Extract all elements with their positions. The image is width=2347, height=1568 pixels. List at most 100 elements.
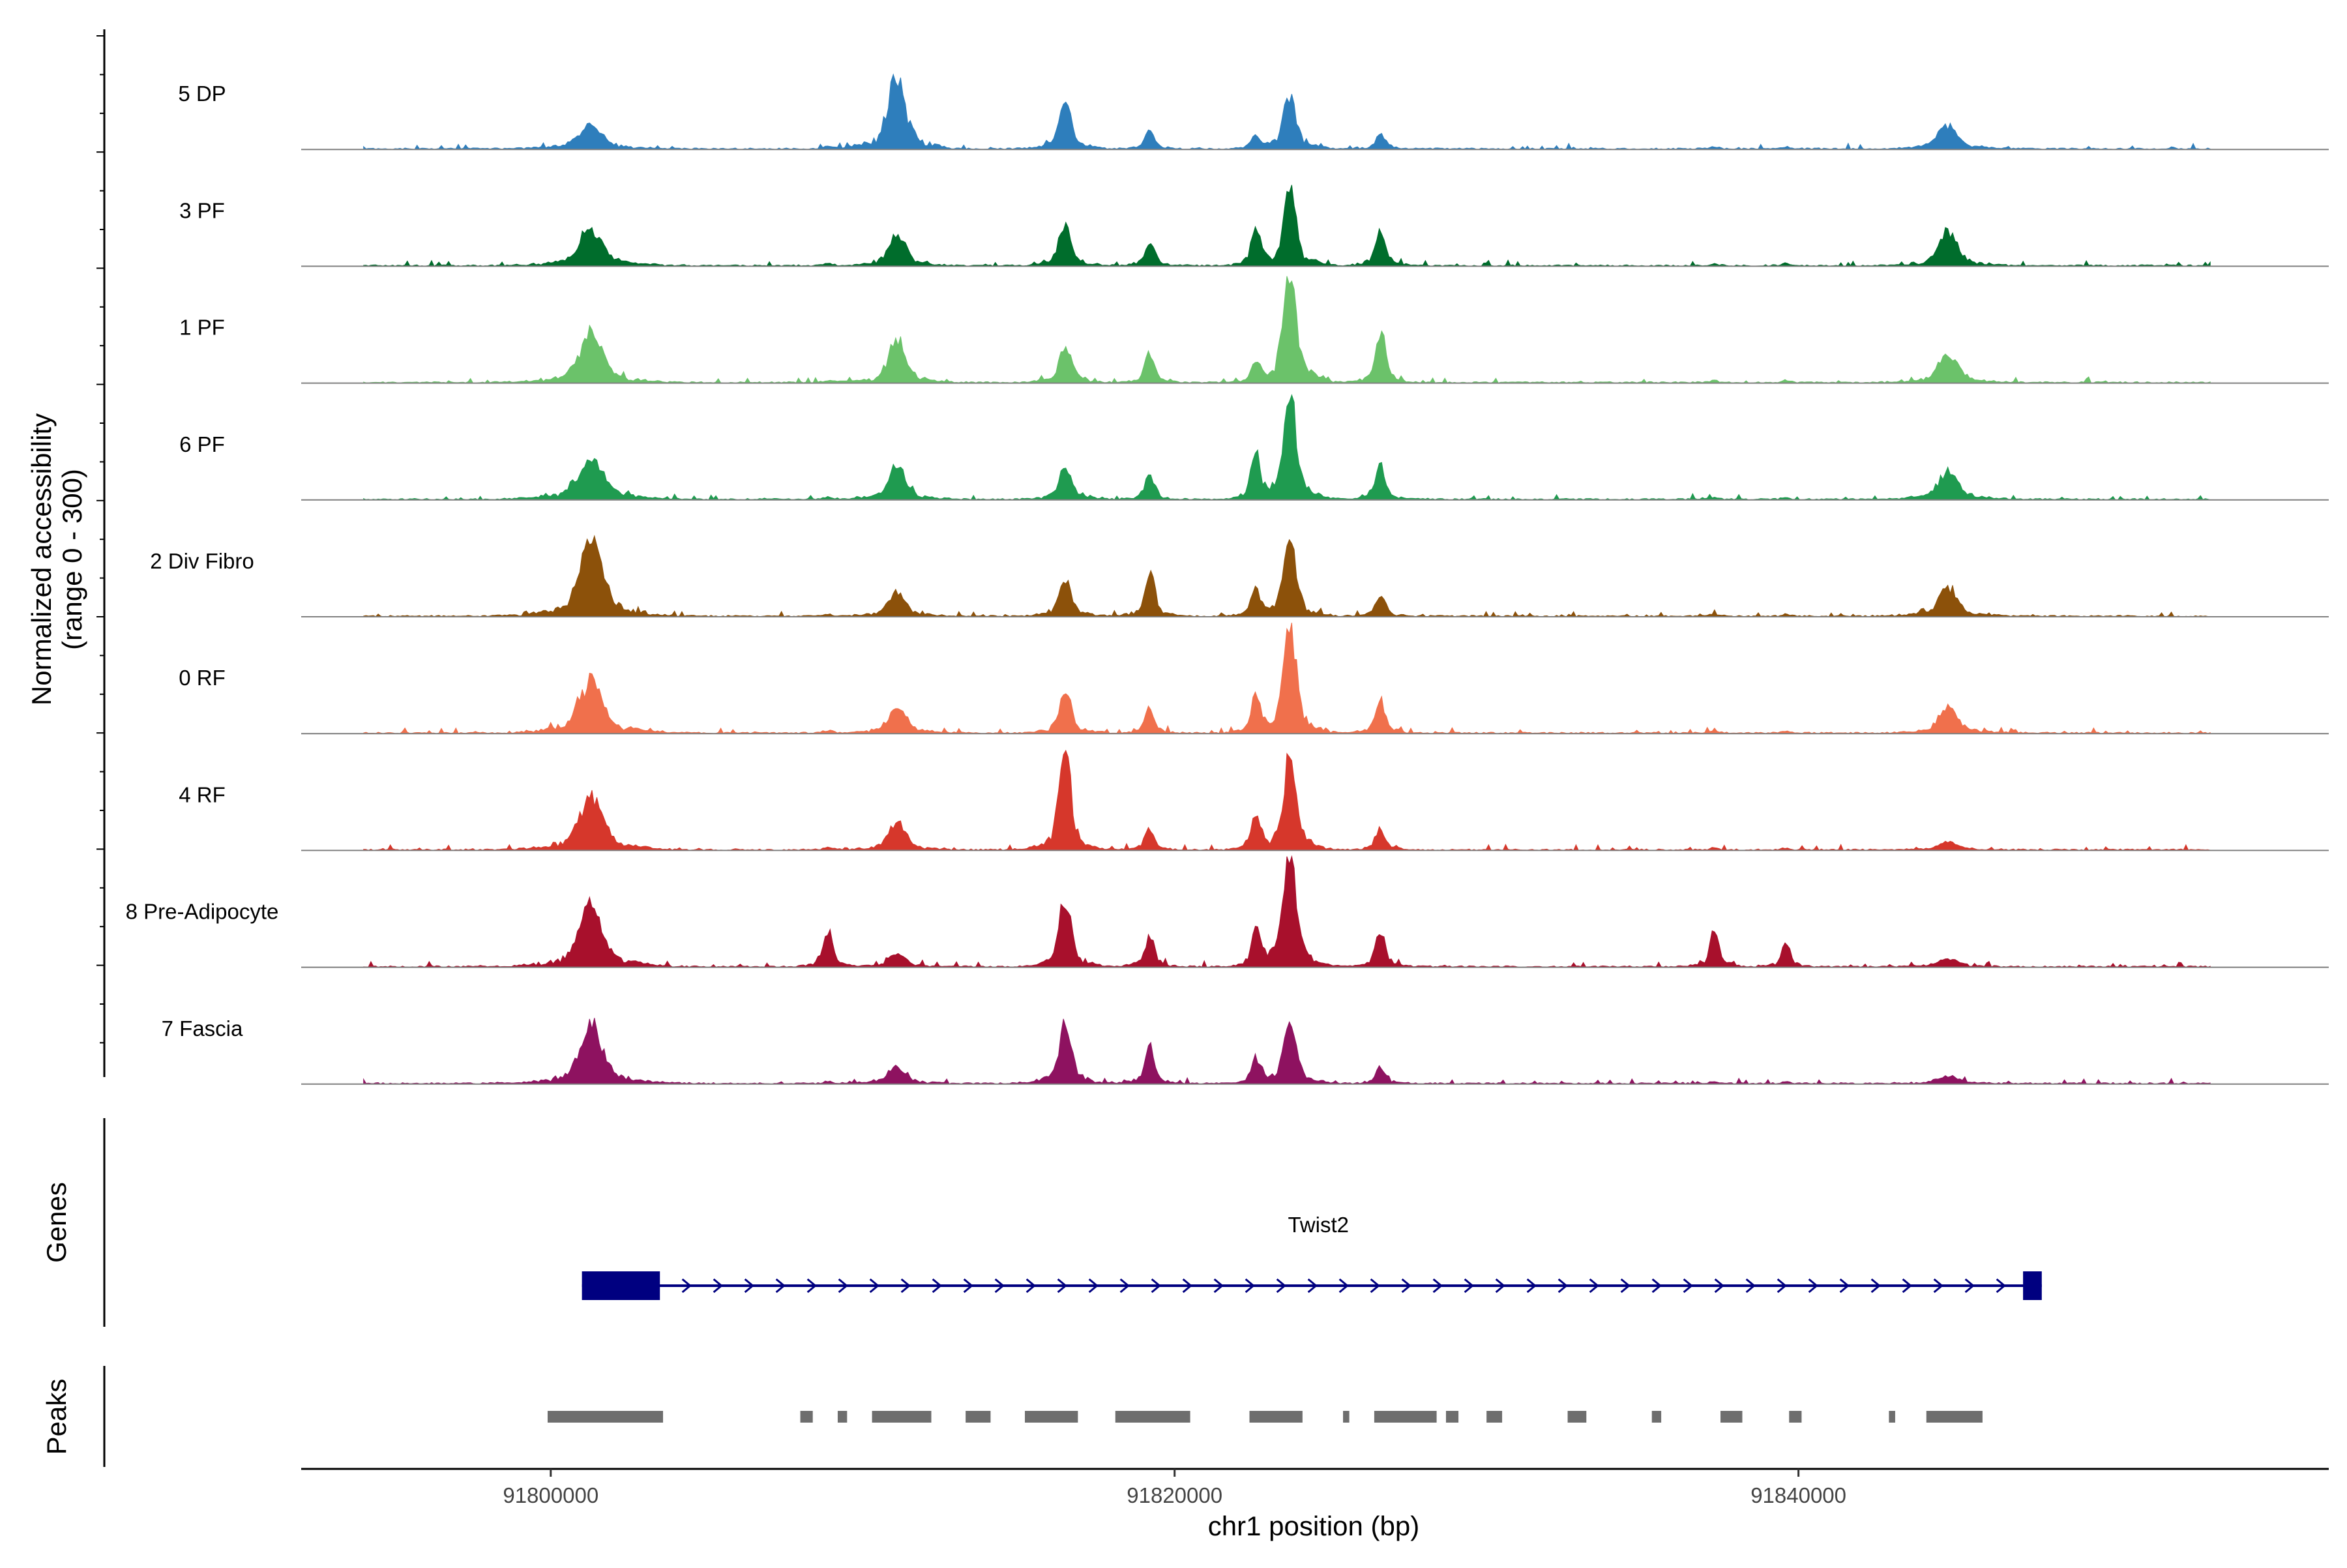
strand-arrow-icon (713, 1278, 723, 1294)
strand-arrow-icon (1683, 1278, 1693, 1294)
peak-region (966, 1411, 991, 1423)
x-tick-label: 91800000 (503, 1483, 598, 1507)
peak-region (837, 1411, 848, 1423)
x-axis-ticks: 91800000 91820000 91840000 (503, 1469, 1846, 1507)
strand-arrow-icon (1119, 1278, 1130, 1294)
strand-arrow-icon (1495, 1278, 1505, 1294)
peak-region (1486, 1411, 1503, 1423)
strand-arrow-icon (744, 1278, 754, 1294)
strand-arrow-icon (900, 1278, 911, 1294)
peak-region (1445, 1411, 1459, 1423)
strand-arrow-icon (1151, 1278, 1161, 1294)
peak-region (1889, 1411, 1895, 1423)
coverage-area (363, 749, 2211, 851)
strand-arrow-icon (1088, 1278, 1099, 1294)
strand-arrow-icon (681, 1278, 692, 1294)
coverage-area (363, 535, 2211, 617)
strand-arrow-icon (775, 1278, 786, 1294)
track-label: 7 Fascia (162, 1016, 243, 1041)
peak-region (1789, 1411, 1802, 1423)
strand-arrow-icon (1964, 1278, 1975, 1294)
strand-arrow-icon (1902, 1278, 1912, 1294)
coverage-y-axis-ticks (96, 35, 104, 1044)
strand-arrow-icon (1338, 1278, 1349, 1294)
track-label: 3 PF (179, 198, 225, 222)
y-axis-title-line-2: (range 0 - 300) (57, 469, 87, 650)
track-label: 0 RF (179, 666, 226, 690)
peak-region (1651, 1411, 1662, 1423)
track-label: 6 PF (179, 432, 225, 456)
peak-region (1567, 1411, 1587, 1423)
strand-arrow-icon (1996, 1278, 2006, 1294)
peak-region (1374, 1411, 1437, 1423)
gene-exon (582, 1271, 660, 1300)
track-label: 2 Div Fibro (150, 549, 254, 573)
strand-arrow-icon (869, 1278, 879, 1294)
strand-arrow-icon (806, 1278, 817, 1294)
strand-arrow-icon (1870, 1278, 1881, 1294)
gene-label-twist2: Twist2 (1288, 1213, 1349, 1237)
strand-arrow-icon (1557, 1278, 1568, 1294)
coverage-area (363, 1018, 2211, 1085)
track-8-pre-adipocyte: 8 Pre-Adipocyte (126, 855, 2329, 968)
strand-arrow-icon (1213, 1278, 1224, 1294)
strand-arrow-icon (963, 1278, 973, 1294)
track-label: 4 RF (179, 782, 226, 806)
peak-region (547, 1411, 664, 1423)
track-3-pf: 3 PF (179, 185, 2329, 267)
x-tick-label: 91820000 (1127, 1483, 1222, 1507)
strand-arrow-icon (1777, 1278, 1787, 1294)
strand-arrow-icon (1307, 1278, 1318, 1294)
track-7-fascia: 7 Fascia (162, 1016, 2329, 1085)
strand-arrow-icon (1276, 1278, 1286, 1294)
strand-arrow-icon (1839, 1278, 1850, 1294)
strand-arrow-icon (1651, 1278, 1662, 1294)
strand-arrow-icon (932, 1278, 942, 1294)
strand-arrow-icon (994, 1278, 1005, 1294)
strand-arrow-icon (1620, 1278, 1631, 1294)
strand-arrow-icon (1589, 1278, 1599, 1294)
strand-arrow-icon (1370, 1278, 1380, 1294)
genes-panel-title: Genes (41, 1182, 72, 1263)
strand-arrow-icon (1401, 1278, 1411, 1294)
peak-region (1249, 1411, 1303, 1423)
peak-region (1720, 1411, 1743, 1423)
peak-region (872, 1411, 932, 1423)
peak-region (1343, 1411, 1350, 1423)
strand-arrow-icon (1745, 1278, 1756, 1294)
coverage-area (363, 394, 2211, 501)
coverage-area (363, 276, 2211, 384)
peak-region (800, 1411, 813, 1423)
coverage-area (363, 185, 2211, 267)
strand-arrow-icon (1933, 1278, 1943, 1294)
strand-arrow-icon (1432, 1278, 1443, 1294)
strand-arrow-icon (1526, 1278, 1537, 1294)
track-label: 1 PF (179, 316, 225, 340)
x-tick-label: 91840000 (1750, 1483, 1846, 1507)
coverage-area (363, 855, 2211, 968)
x-axis-title: chr1 position (bp) (1208, 1511, 1420, 1541)
track-2-div-fibro: 2 Div Fibro (150, 535, 2329, 617)
gene-annotation: Twist2 (582, 1213, 2042, 1300)
strand-arrow-icon (838, 1278, 848, 1294)
track-6-pf: 6 PF (179, 394, 2329, 501)
track-0-rf: 0 RF (179, 623, 2329, 735)
y-axis-title-line-1: Normalized accessibility (26, 413, 57, 705)
track-4-rf: 4 RF (179, 749, 2329, 851)
track-5-dp: 5 DP (178, 73, 2329, 151)
gene-exon (2023, 1271, 2042, 1300)
peak-region (1025, 1411, 1078, 1423)
peak-annotation (547, 1411, 1983, 1423)
coverage-tracks: 5 DP 3 PF 1 PF 6 PF 2 Div Fibro 0 RF 4 RF 8 Pre… (126, 73, 2329, 1085)
coverage-area (363, 73, 2211, 150)
strand-arrow-icon (1464, 1278, 1474, 1294)
strand-arrow-icon (1808, 1278, 1818, 1294)
peaks-panel-title: Peaks (41, 1379, 72, 1455)
strand-arrow-icon (1026, 1278, 1036, 1294)
track-label: 5 DP (178, 81, 226, 106)
strand-arrow-icon (1245, 1278, 1255, 1294)
strand-arrow-icon (1714, 1278, 1724, 1294)
coverage-area (363, 623, 2211, 734)
